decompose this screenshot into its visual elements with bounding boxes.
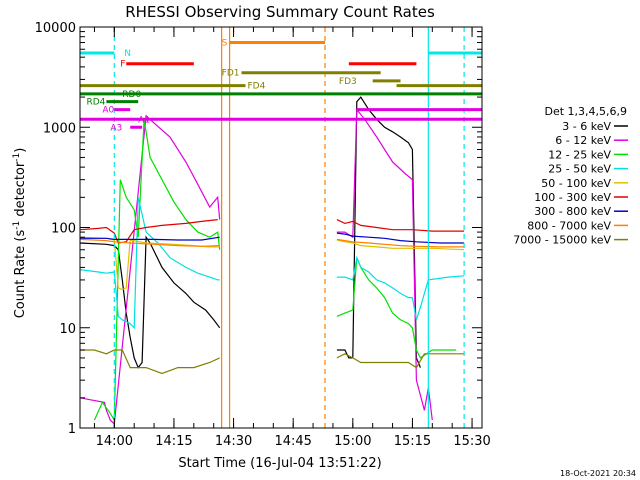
x-tick-label-14-15: 14:15 xyxy=(155,434,192,449)
x-tick-label-15-30: 15:30 xyxy=(453,434,490,449)
flag-label-a3: A3 xyxy=(110,123,122,133)
flag-label-rd0: RD0 xyxy=(122,90,141,100)
y-tick-label-10000: 10000 xyxy=(35,21,76,36)
series-25-50-kev-segment-2 xyxy=(336,255,465,320)
series-6-12-kev-segment-2 xyxy=(336,107,433,421)
flag-label-a1: A1 xyxy=(138,115,150,125)
footer-timestamp: 18-Oct-2021 20:34 xyxy=(560,469,636,478)
y-tick-label-10: 10 xyxy=(59,322,76,337)
series-6-12-kev-segment-1 xyxy=(80,114,221,426)
y-axis-label-part2: detector xyxy=(13,161,28,221)
legend-title: Det 1,3,4,5,6,9 xyxy=(544,105,627,118)
legend-label-300-800-kev: 300 - 800 keV xyxy=(534,205,611,218)
flag-label-s: S xyxy=(222,39,228,49)
x-tick-label-14-00: 14:00 xyxy=(96,434,133,449)
series-300-800-kev-segment-1 xyxy=(80,236,220,241)
series-7000-15000-kev-segment-1 xyxy=(80,349,220,375)
legend-label-25-50-kev: 25 - 50 keV xyxy=(548,163,611,176)
legend-label-50-100-kev: 50 - 100 keV xyxy=(541,177,611,190)
y-tick-label-100: 100 xyxy=(51,222,76,237)
y-axis-label: Count Rate (s-1 detector-1) xyxy=(12,148,28,319)
series-100-300-kev-segment-2 xyxy=(336,219,465,232)
flag-label-fd3: FD3 xyxy=(339,77,357,87)
series-100-300-kev-segment-1 xyxy=(80,219,218,244)
legend-label-3-6-kev: 3 - 6 keV xyxy=(562,120,611,133)
flag-label-n: N xyxy=(124,49,131,59)
x-tick-label-15-15: 15:15 xyxy=(394,434,431,449)
y-axis-label-sup1: -1 xyxy=(12,221,22,230)
y-axis-label-part1: Count Rate (s xyxy=(13,230,28,319)
series-800-7000-kev-segment-1 xyxy=(80,238,220,247)
flag-label-rd4: RD4 xyxy=(86,98,105,108)
flag-label-fd4: FD4 xyxy=(247,82,265,92)
legend-label-7000-15000-kev: 7000 - 15000 keV xyxy=(513,234,611,247)
series-7000-15000-kev-segment-2 xyxy=(336,353,465,369)
axes-layer: 1 10 100 1000 10000 14:00 14:15 14:30 14:45 15:00… xyxy=(35,21,491,449)
flag-label-a0: A0 xyxy=(102,106,114,116)
series-12-25-kev-segment-2 xyxy=(336,257,457,359)
series-50-100-kev-segment-2 xyxy=(336,239,465,251)
y-axis-label-part3: ) xyxy=(13,148,28,153)
legend-label-12-25-kev: 12 - 25 keV xyxy=(548,148,611,161)
legend-label-6-12-kev: 6 - 12 keV xyxy=(555,134,611,147)
y-tick-label-1000: 1000 xyxy=(43,121,76,136)
y-axis-label-sup2: -1 xyxy=(12,153,22,162)
flag-label-f: F xyxy=(120,60,125,70)
legend-label-800-7000-kev: 800 - 7000 keV xyxy=(527,219,611,232)
x-axis-label: Start Time (16-Jul-04 13:51:22) xyxy=(178,456,381,471)
series-25-50-kev-segment-1 xyxy=(80,197,220,330)
series-300-800-kev-segment-2 xyxy=(336,232,465,244)
flag-label-fd1: FD1 xyxy=(222,69,240,79)
x-tick-label-14-45: 14:45 xyxy=(274,434,311,449)
legend-label-100-300-kev: 100 - 300 keV xyxy=(534,191,611,204)
y-tick-label-1: 1 xyxy=(68,422,76,437)
x-tick-label-15-00: 15:00 xyxy=(334,434,371,449)
chart-title: RHESSI Observing Summary Count Rates xyxy=(125,3,435,21)
series-800-7000-kev-segment-2 xyxy=(336,238,465,248)
x-tick-label-14-30: 14:30 xyxy=(215,434,252,449)
